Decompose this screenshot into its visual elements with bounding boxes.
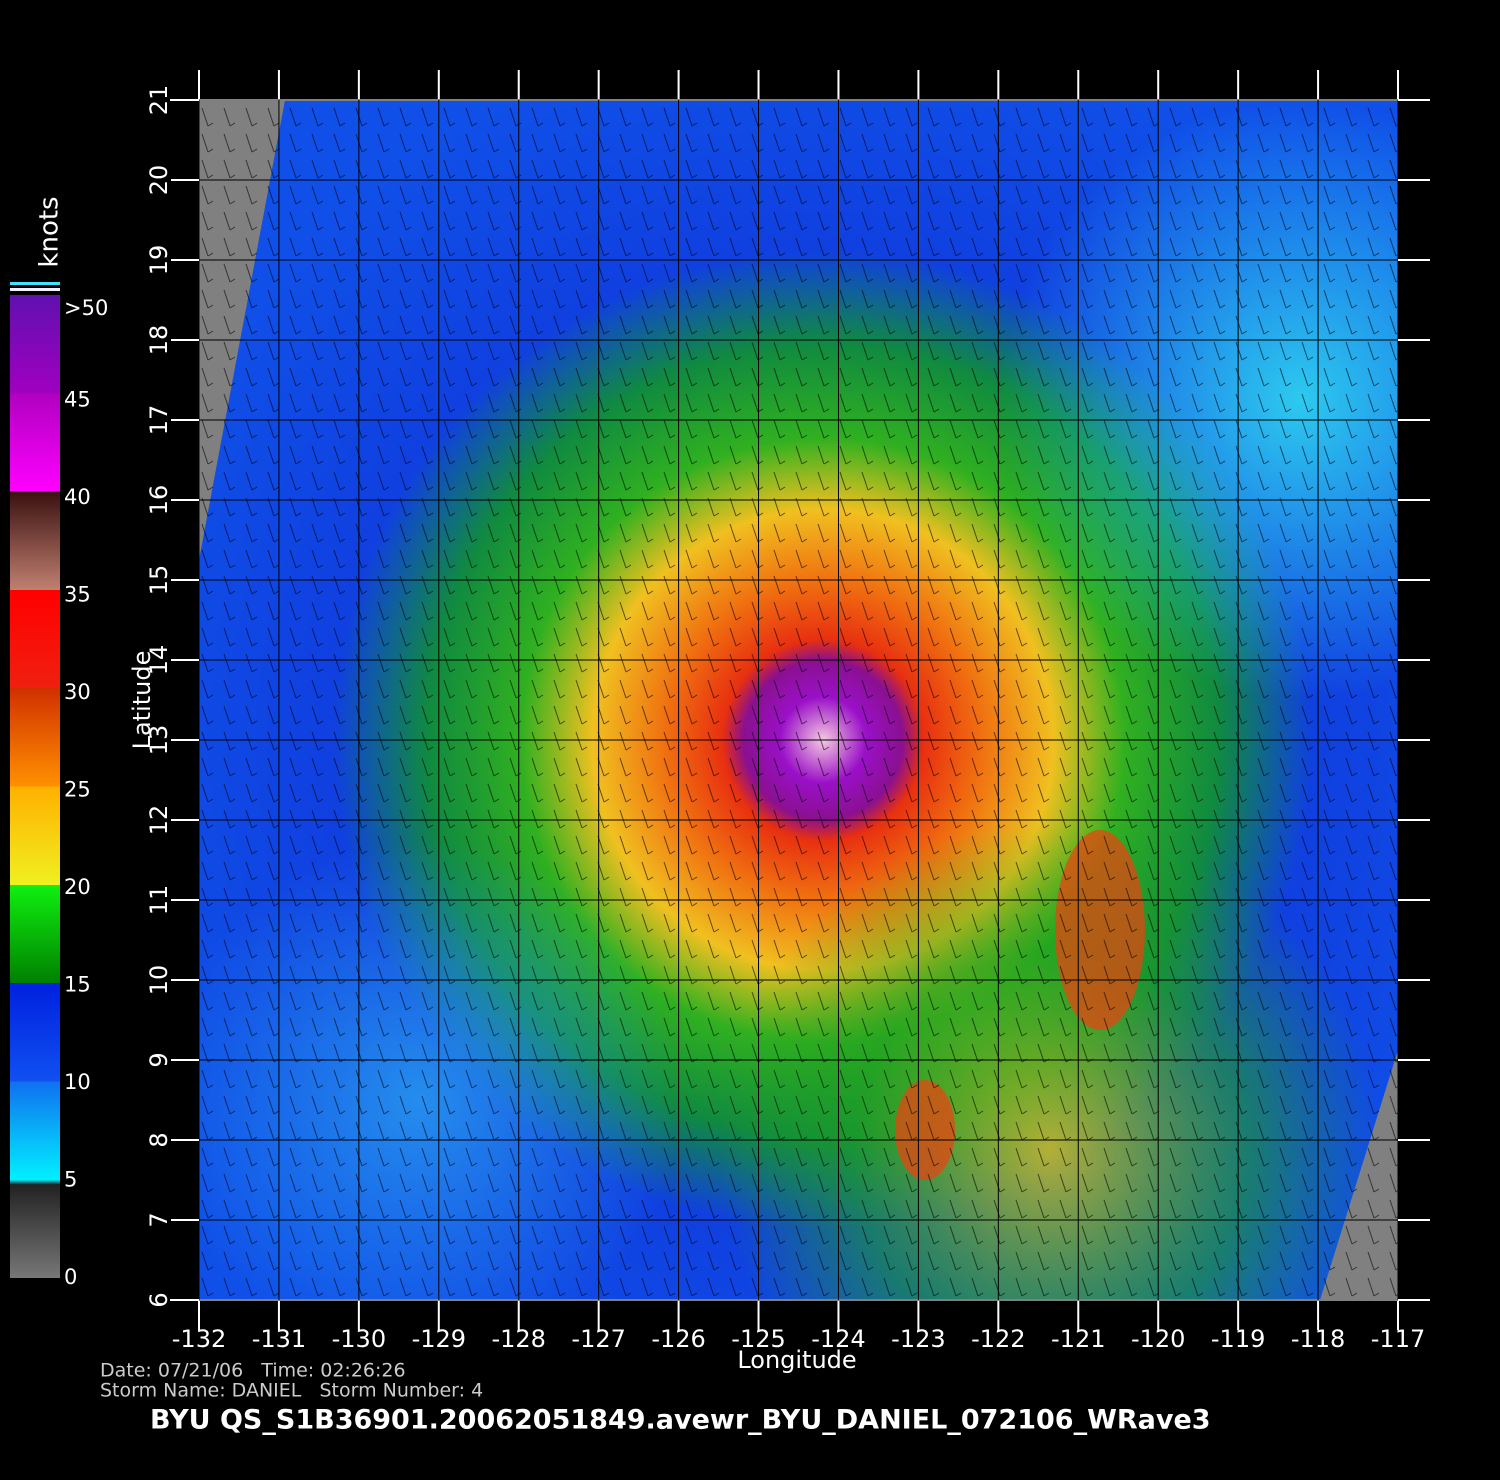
x-tick-label: -120 (1131, 1325, 1185, 1353)
y-tick-label: 13 (145, 725, 173, 756)
colorbar-tick-label: 5 (64, 1168, 77, 1192)
y-tick-label: 18 (145, 325, 173, 356)
x-tick-label: -126 (651, 1325, 705, 1353)
x-tick-label: -119 (1211, 1325, 1265, 1353)
x-tick-label: -122 (971, 1325, 1025, 1353)
y-tick-label: 17 (145, 405, 173, 436)
x-tick-label: -125 (731, 1325, 785, 1353)
colorbar-units: knots (35, 196, 65, 267)
x-tick-label: -121 (1051, 1325, 1105, 1353)
colorbar-tick-label: 15 (64, 973, 91, 997)
y-tick-label: 14 (145, 645, 173, 676)
x-tick-label: -131 (252, 1325, 306, 1353)
y-tick-label: 19 (145, 245, 173, 276)
y-tick-label: 11 (145, 885, 173, 916)
x-tick-label: -132 (172, 1325, 226, 1353)
x-tick-label: -129 (412, 1325, 466, 1353)
colorbar-cap (10, 288, 60, 291)
axes: -132 -131 -130 -129 -128 -127 -126 -125 -124 -123… (145, 70, 1430, 1353)
colorbar-tick-label: 30 (64, 680, 91, 704)
y-tick-label: 8 (145, 1132, 173, 1147)
x-tick-label: -130 (332, 1325, 386, 1353)
x-axis-label: Longitude (737, 1346, 856, 1374)
y-tick-label: 16 (145, 485, 173, 516)
y-tick-label: 9 (145, 1052, 173, 1067)
x-tick-label: -128 (491, 1325, 545, 1353)
colorbar-tick-label: 0 (64, 1265, 77, 1289)
storm-line: Storm Name: DANIEL Storm Number: 4 (100, 1380, 483, 1402)
y-tick-label: 20 (145, 165, 173, 196)
colorbar (10, 295, 60, 1278)
x-tick-label: -117 (1371, 1325, 1425, 1353)
colorbar-tick-label: >50 (64, 296, 108, 320)
y-axis-label: Latitude (128, 651, 156, 750)
y-tick-label: 21 (145, 85, 173, 116)
colorbar-ticks: 0 5 10 15 20 25 30 35 40 45 >50 (64, 296, 108, 1289)
x-tick-label: -127 (571, 1325, 625, 1353)
colorbar-tick-label: 10 (64, 1070, 91, 1094)
y-tick-label: 10 (145, 965, 173, 996)
y-tick-label: 7 (145, 1212, 173, 1227)
colorbar-tick-label: 35 (64, 583, 91, 607)
x-tick-label: -123 (891, 1325, 945, 1353)
y-tick-label: 15 (145, 565, 173, 596)
y-tick-label: 6 (145, 1292, 173, 1307)
colorbar-tick-label: 45 (64, 388, 91, 412)
x-tick-label: -124 (811, 1325, 865, 1353)
file-title: BYU QS_S1B36901.20062051849.avewr_BYU_DA… (150, 1405, 1211, 1436)
date-line: Date: 07/21/06 Time: 02:26:26 (100, 1360, 406, 1382)
y-tick-label: 12 (145, 805, 173, 836)
colorbar-cap (10, 282, 60, 285)
colorbar-tick-label: 25 (64, 778, 91, 802)
wind-map (199, 100, 1398, 1300)
x-tick-label: -118 (1291, 1325, 1345, 1353)
colorbar-tick-label: 20 (64, 875, 91, 899)
colorbar-tick-label: 40 (64, 485, 91, 509)
